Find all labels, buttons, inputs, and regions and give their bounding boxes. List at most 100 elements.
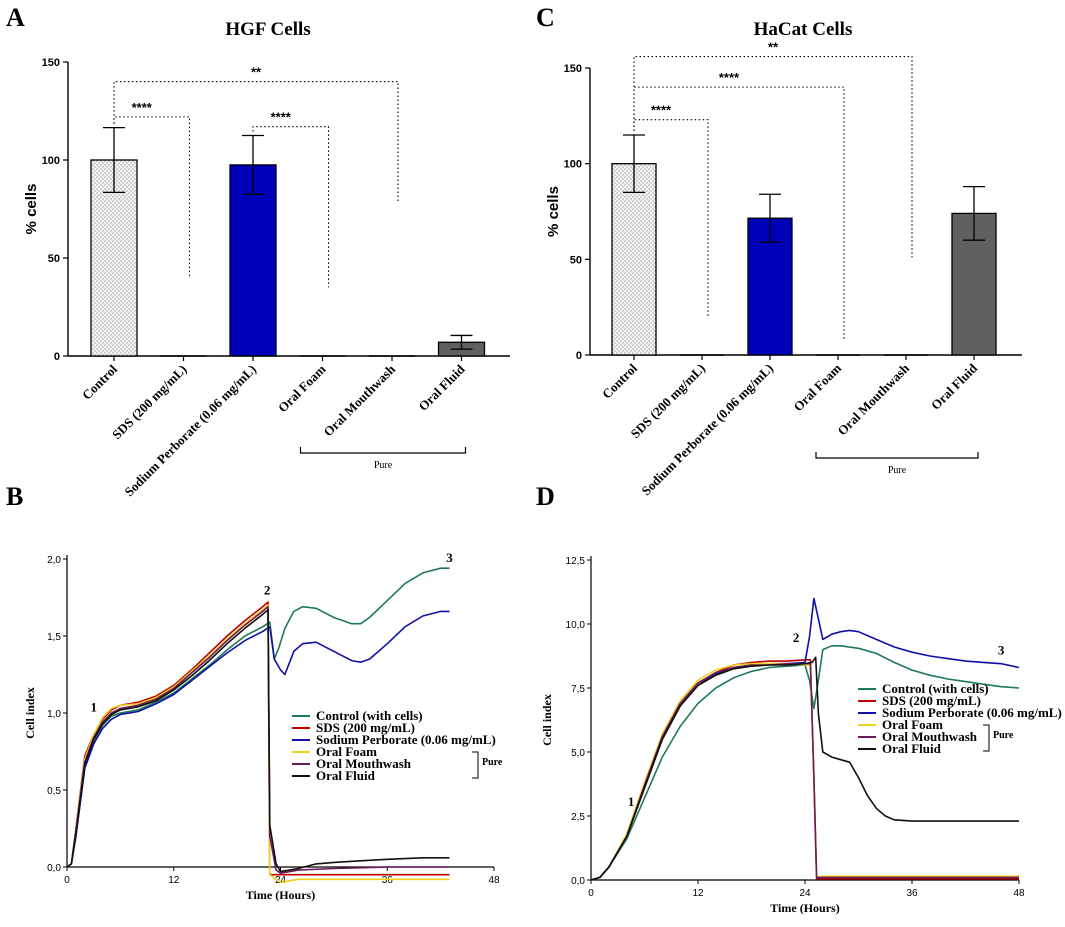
- category-label-oral-foam: Oral Foam: [790, 360, 844, 414]
- x-tick-label: 0: [588, 888, 594, 899]
- y-axis-label: % cells: [545, 186, 562, 237]
- significance-bracket: [633, 55, 913, 258]
- y-tick-label: 5,0: [571, 748, 585, 759]
- category-label-oral-fluid: Oral Fluid: [415, 361, 468, 414]
- panel-letter-b: B: [6, 482, 23, 511]
- x-tick-label: 36: [382, 875, 394, 886]
- legend-label-sodium-perborate-0-06-mg-ml: Sodium Perborate (0.06 mg/mL): [882, 705, 1062, 720]
- significance-label: **: [251, 65, 262, 80]
- y-tick-label: 10,0: [566, 620, 586, 631]
- category-label-oral-mouthwash: Oral Mouthwash: [834, 360, 912, 438]
- significance-bracket: [113, 81, 399, 204]
- phase-annotation-2: 2: [264, 582, 271, 597]
- significance-label: ****: [719, 70, 740, 85]
- phase-annotation-3: 3: [446, 550, 453, 565]
- significance-bracket: [633, 119, 709, 317]
- y-tick-label: 12,5: [566, 556, 586, 567]
- x-axis-label: Time (Hours): [246, 888, 315, 902]
- legend-label-oral-mouthwash: Oral Mouthwash: [316, 756, 412, 771]
- y-tick-label: 0: [576, 350, 582, 362]
- category-label-sds-200-mg-ml: SDS (200 mg/mL): [109, 362, 190, 443]
- pure-group-label: Pure: [374, 460, 393, 471]
- category-label-oral-mouthwash: Oral Mouthwash: [320, 361, 398, 439]
- legend-label-oral-foam: Oral Foam: [882, 717, 943, 732]
- y-tick-label: 2,5: [571, 812, 585, 823]
- legend-pure-bracket: [472, 751, 479, 779]
- significance-label: ****: [271, 110, 292, 125]
- legend-label-oral-foam: Oral Foam: [316, 744, 377, 759]
- x-tick-label: 36: [906, 888, 918, 899]
- significance-bracket: [113, 116, 191, 278]
- significance-bracket: [633, 86, 845, 340]
- x-tick-label: 48: [1013, 888, 1025, 899]
- phase-annotation-2: 2: [793, 630, 800, 645]
- panel-letter-c: C: [536, 3, 555, 32]
- y-axis-label: % cells: [23, 184, 40, 235]
- legend-label-sodium-perborate-0-06-mg-ml: Sodium Perborate (0.06 mg/mL): [316, 732, 496, 747]
- category-label-control: Control: [79, 361, 120, 402]
- category-label-sodium-perborate-0-06-mg-ml: Sodium Perborate (0.06 mg/mL): [638, 361, 776, 499]
- y-tick-label: 2,0: [47, 555, 61, 566]
- category-label-oral-fluid: Oral Fluid: [928, 360, 981, 413]
- x-tick-label: 12: [168, 875, 180, 886]
- pure-group-bracket: [299, 447, 467, 454]
- series-line-control-with-cells: [66, 567, 450, 868]
- significance-label: ****: [132, 100, 153, 115]
- panel-letter-d: D: [536, 482, 555, 511]
- legend-pure-label: Pure: [993, 730, 1014, 741]
- legend-label-control-with-cells: Control (with cells): [882, 681, 989, 696]
- legend-label-oral-fluid: Oral Fluid: [316, 768, 376, 783]
- chart-title: HaCat Cells: [754, 19, 853, 40]
- category-label-sodium-perborate-0-06-mg-ml: Sodium Perborate (0.06 mg/mL): [121, 362, 259, 500]
- x-tick-label: 12: [692, 888, 704, 899]
- chart-title: HGF Cells: [225, 19, 310, 40]
- x-tick-label: 24: [275, 875, 287, 886]
- y-tick-label: 150: [42, 57, 60, 69]
- y-axis-label: Cell index: [23, 687, 37, 739]
- y-tick-label: 100: [42, 155, 60, 167]
- legend-label-control-with-cells: Control (with cells): [316, 708, 423, 723]
- significance-label: **: [768, 40, 779, 55]
- y-tick-label: 0,5: [47, 786, 61, 797]
- legend-pure-bracket: [983, 724, 990, 752]
- series-line-sds-200-mg-ml: [66, 601, 450, 876]
- y-axis-label: Cell index: [540, 694, 554, 746]
- y-tick-label: 150: [564, 63, 582, 75]
- y-tick-label: 0,0: [571, 876, 585, 887]
- legend-label-sds-200-mg-ml: SDS (200 mg/mL): [316, 720, 415, 735]
- series-line-sodium-perborate-0-06-mg-ml: [66, 610, 450, 868]
- x-tick-label: 48: [488, 875, 500, 886]
- pure-group-label: Pure: [888, 465, 907, 476]
- y-tick-label: 7,5: [571, 684, 585, 695]
- significance-label: ****: [651, 103, 672, 118]
- y-tick-label: 0,0: [47, 863, 61, 874]
- x-axis-label: Time (Hours): [770, 901, 839, 915]
- legend-pure-label: Pure: [482, 757, 503, 768]
- phase-annotation-3: 3: [998, 643, 1005, 658]
- series-line-oral-foam: [66, 604, 450, 884]
- y-tick-label: 1,0: [47, 709, 61, 720]
- series-line-oral-fluid: [66, 608, 450, 873]
- series-line-oral-fluid: [590, 656, 1019, 881]
- x-tick-label: 0: [64, 875, 70, 886]
- y-tick-label: 50: [48, 253, 60, 265]
- legend-label-oral-mouthwash: Oral Mouthwash: [882, 729, 978, 744]
- y-tick-label: 0: [54, 351, 60, 363]
- significance-bracket: [252, 126, 330, 288]
- y-tick-label: 1,5: [47, 632, 61, 643]
- phase-annotation-1: 1: [90, 699, 97, 714]
- phase-annotation-1: 1: [628, 794, 635, 809]
- y-tick-label: 50: [570, 254, 582, 266]
- x-tick-label: 24: [799, 888, 811, 899]
- legend-label-sds-200-mg-ml: SDS (200 mg/mL): [882, 693, 981, 708]
- y-tick-label: 100: [564, 159, 582, 171]
- pure-group-bracket: [815, 452, 979, 459]
- category-label-oral-foam: Oral Foam: [275, 361, 329, 415]
- category-label-control: Control: [599, 360, 640, 401]
- panel-letter-a: A: [6, 3, 25, 32]
